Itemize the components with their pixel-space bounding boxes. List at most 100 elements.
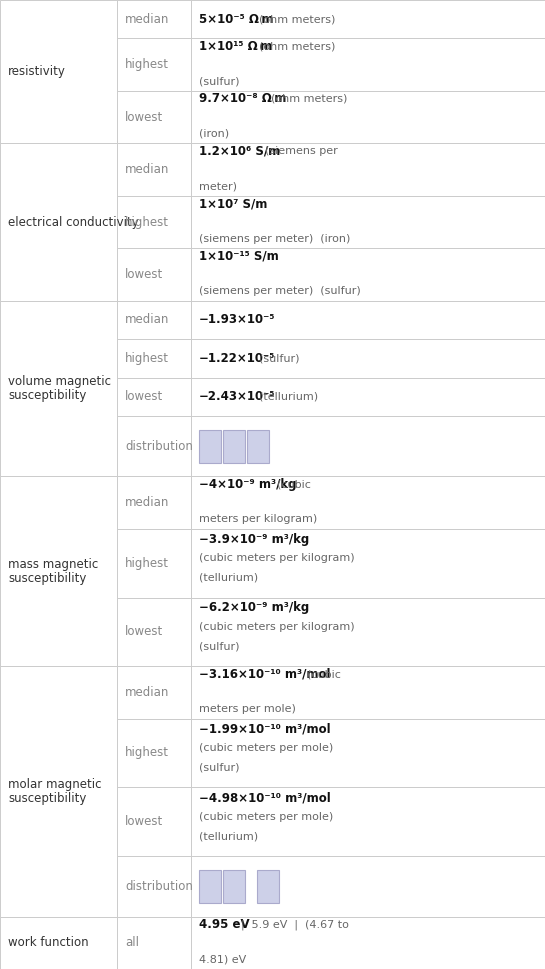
Text: (siemens per meter)  (iron): (siemens per meter) (iron) <box>199 234 350 243</box>
Text: −1.22×10⁻⁵: −1.22×10⁻⁵ <box>199 352 275 364</box>
Text: median: median <box>125 163 169 176</box>
Bar <box>0 917 117 969</box>
Text: highest: highest <box>125 58 169 71</box>
Text: 1×10⁷ S/m: 1×10⁷ S/m <box>199 198 268 210</box>
Text: |  5.9 eV  |  (4.67 to: | 5.9 eV | (4.67 to <box>241 920 349 929</box>
Text: molar magnetic: molar magnetic <box>8 778 101 791</box>
Bar <box>117 856 191 917</box>
Text: −4×10⁻⁹ m³/kg: −4×10⁻⁹ m³/kg <box>199 478 296 490</box>
Bar <box>0 667 117 917</box>
Text: (sulfur): (sulfur) <box>199 77 239 86</box>
Bar <box>117 477 191 529</box>
Bar <box>117 598 191 667</box>
Bar <box>191 719 545 787</box>
Text: −4.98×10⁻¹⁰ m³/mol: −4.98×10⁻¹⁰ m³/mol <box>199 791 331 804</box>
Text: lowest: lowest <box>125 815 164 828</box>
Text: highest: highest <box>125 352 169 364</box>
Text: (sulfur): (sulfur) <box>199 641 239 651</box>
Bar <box>257 870 279 903</box>
Text: (cubic: (cubic <box>277 480 311 489</box>
Bar <box>191 787 545 856</box>
Bar <box>191 378 545 416</box>
Bar <box>191 91 545 143</box>
Text: 1×10¹⁵ Ω m: 1×10¹⁵ Ω m <box>199 40 272 52</box>
Bar <box>223 870 245 903</box>
Bar <box>0 477 117 667</box>
Bar <box>199 430 221 463</box>
Text: susceptibility: susceptibility <box>8 792 86 805</box>
Text: susceptibility: susceptibility <box>8 572 86 585</box>
Bar <box>223 430 245 463</box>
Text: −2.43×10⁻⁵: −2.43×10⁻⁵ <box>199 391 276 403</box>
Bar <box>191 856 545 917</box>
Text: highest: highest <box>125 746 169 760</box>
Bar <box>117 378 191 416</box>
Text: (iron): (iron) <box>199 129 229 139</box>
Text: (sulfur): (sulfur) <box>259 354 300 363</box>
Bar <box>117 39 191 91</box>
Bar <box>117 787 191 856</box>
Bar <box>191 917 545 969</box>
Bar <box>117 339 191 378</box>
Text: all: all <box>125 936 139 950</box>
Text: (siemens per meter)  (sulfur): (siemens per meter) (sulfur) <box>199 286 361 297</box>
Text: susceptibility: susceptibility <box>8 390 86 402</box>
Text: median: median <box>125 686 169 699</box>
Bar <box>0 143 117 300</box>
Bar <box>117 91 191 143</box>
Bar <box>117 917 191 969</box>
Bar <box>117 416 191 477</box>
Text: −1.99×10⁻¹⁰ m³/mol: −1.99×10⁻¹⁰ m³/mol <box>199 723 331 735</box>
Text: meter): meter) <box>199 181 237 191</box>
Bar <box>117 719 191 787</box>
Text: (ohm meters): (ohm meters) <box>259 15 335 24</box>
Text: −3.16×10⁻¹⁰ m³/mol: −3.16×10⁻¹⁰ m³/mol <box>199 668 330 680</box>
Text: (cubic meters per mole): (cubic meters per mole) <box>199 812 333 822</box>
Text: lowest: lowest <box>125 268 164 281</box>
Text: median: median <box>125 496 169 509</box>
Text: −1.93×10⁻⁵: −1.93×10⁻⁵ <box>199 314 276 327</box>
Text: median: median <box>125 314 169 327</box>
Text: lowest: lowest <box>125 625 164 639</box>
Text: electrical conductivity: electrical conductivity <box>8 215 139 229</box>
Text: 1×10⁻¹⁵ S/m: 1×10⁻¹⁵ S/m <box>199 250 278 263</box>
Bar <box>191 0 545 39</box>
Text: (tellurium): (tellurium) <box>199 831 258 841</box>
Text: (ohm meters): (ohm meters) <box>259 42 335 51</box>
Text: (cubic meters per kilogram): (cubic meters per kilogram) <box>199 553 355 563</box>
Text: distribution: distribution <box>125 880 193 892</box>
Text: distribution: distribution <box>125 440 193 453</box>
Text: (cubic meters per mole): (cubic meters per mole) <box>199 743 333 753</box>
Text: highest: highest <box>125 215 169 229</box>
Bar <box>191 529 545 598</box>
Text: (ohm meters): (ohm meters) <box>271 94 347 104</box>
Text: meters per kilogram): meters per kilogram) <box>199 515 317 524</box>
Bar <box>191 196 545 248</box>
Text: (siemens per: (siemens per <box>265 146 338 156</box>
Text: 5×10⁻⁵ Ω m: 5×10⁻⁵ Ω m <box>199 13 274 25</box>
Text: 4.95 eV: 4.95 eV <box>199 918 250 931</box>
Text: highest: highest <box>125 557 169 570</box>
Bar <box>191 248 545 300</box>
Bar <box>191 598 545 667</box>
Bar <box>191 416 545 477</box>
Bar <box>191 667 545 719</box>
Text: (sulfur): (sulfur) <box>199 763 239 772</box>
Text: −6.2×10⁻⁹ m³/kg: −6.2×10⁻⁹ m³/kg <box>199 602 309 614</box>
Text: 9.7×10⁻⁸ Ω m: 9.7×10⁻⁸ Ω m <box>199 92 286 106</box>
Bar <box>117 0 191 39</box>
Text: work function: work function <box>8 936 89 950</box>
Text: mass magnetic: mass magnetic <box>8 558 98 571</box>
Text: (tellurium): (tellurium) <box>199 573 258 582</box>
Bar <box>0 0 117 143</box>
Text: (cubic meters per kilogram): (cubic meters per kilogram) <box>199 622 355 632</box>
Text: −3.9×10⁻⁹ m³/kg: −3.9×10⁻⁹ m³/kg <box>199 533 309 546</box>
Bar <box>191 300 545 339</box>
Text: meters per mole): meters per mole) <box>199 703 296 714</box>
Bar <box>117 529 191 598</box>
Text: lowest: lowest <box>125 110 164 124</box>
Bar <box>191 39 545 91</box>
Text: 1.2×10⁶ S/m: 1.2×10⁶ S/m <box>199 144 280 158</box>
Bar <box>191 477 545 529</box>
Bar <box>117 248 191 300</box>
